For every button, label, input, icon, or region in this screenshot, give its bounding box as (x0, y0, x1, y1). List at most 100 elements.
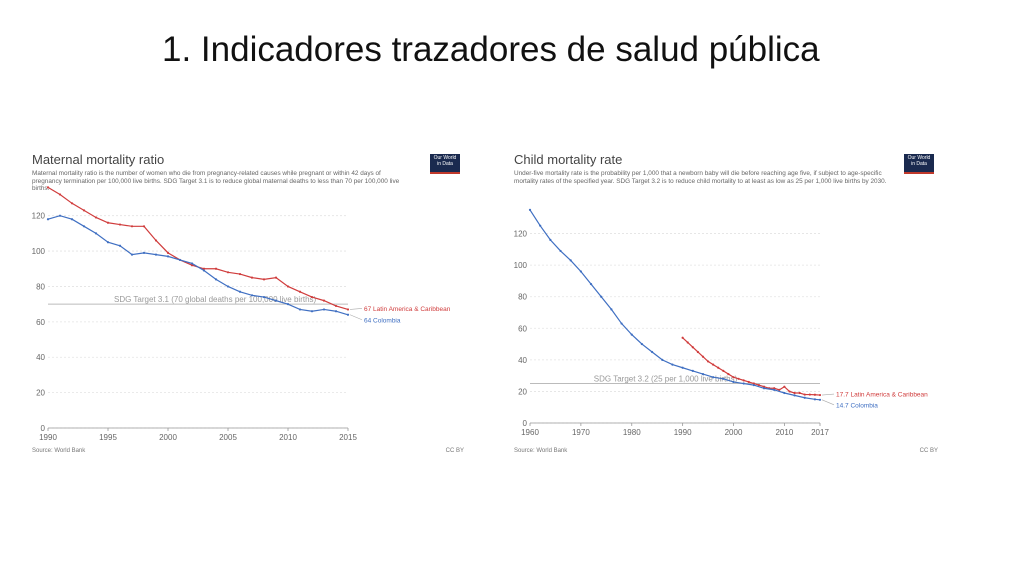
data-point (778, 388, 781, 391)
y-tick-label: 0 (41, 424, 46, 433)
data-point (640, 342, 644, 346)
data-point (130, 225, 134, 228)
data-point (250, 276, 254, 279)
data-point (142, 225, 146, 228)
y-tick-label: 100 (514, 261, 528, 270)
data-point (226, 285, 230, 288)
data-point (671, 363, 674, 366)
data-point (732, 380, 735, 384)
data-point (298, 308, 302, 311)
x-tick-label: 1995 (99, 433, 117, 442)
data-point (298, 290, 302, 293)
x-tick-label: 2017 (811, 428, 829, 437)
data-point (589, 282, 593, 286)
data-point (813, 393, 817, 396)
data-point (727, 372, 730, 376)
series-line-1 (529, 209, 821, 401)
y-tick-label: 120 (514, 230, 528, 239)
data-point (166, 255, 170, 258)
data-point (130, 253, 134, 256)
data-point (742, 382, 745, 385)
end-label-connector (349, 308, 363, 310)
data-point (706, 360, 710, 363)
data-point (214, 267, 218, 270)
data-point (737, 377, 740, 380)
x-tick-label: 2000 (725, 428, 743, 437)
data-point (82, 209, 86, 212)
sdg-target-label: SDG Target 3.2 (25 per 1,000 live births… (594, 375, 738, 384)
data-point (70, 218, 74, 221)
data-point (58, 214, 62, 217)
chart-subtitle: Maternal mortality ratio is the number o… (32, 170, 400, 193)
data-point (178, 258, 182, 262)
data-point (202, 267, 206, 270)
x-tick-label: 2000 (159, 433, 177, 442)
data-point (70, 202, 74, 205)
data-point (747, 380, 750, 384)
data-point (154, 253, 158, 256)
data-point (661, 358, 664, 361)
data-point (539, 224, 542, 227)
data-point (310, 310, 314, 313)
data-point (346, 313, 350, 316)
data-point (651, 350, 654, 354)
sdg-target-label: SDG Target 3.1 (70 global deaths per 100… (114, 295, 317, 304)
data-point (94, 216, 98, 219)
maternal-mortality-plot: 0 20 40 60 80 100 120 1990 1995 2000 2005 2010 2015 S… (32, 186, 451, 442)
data-point (722, 377, 725, 380)
data-point (818, 398, 822, 401)
x-tick-label: 1960 (521, 428, 539, 437)
data-point (549, 238, 552, 241)
data-point (346, 308, 350, 311)
y-tick-label: 80 (518, 293, 527, 302)
end-label-connector (821, 399, 835, 406)
x-tick-label: 2010 (279, 433, 297, 442)
y-tick-label: 60 (518, 324, 527, 333)
data-point (798, 391, 801, 395)
y-tick-label: 80 (36, 282, 45, 291)
data-point (701, 372, 705, 376)
data-point (569, 259, 572, 262)
y-tick-label: 40 (518, 356, 527, 365)
data-point (142, 251, 146, 254)
maternal-mortality-chart-panel: Maternal mortality ratio Maternal mortal… (28, 148, 468, 460)
data-point (762, 385, 766, 388)
end-label-connector (821, 393, 835, 396)
y-tick-label: 120 (32, 212, 46, 221)
series-end-label: 67 Latin America & Caribbean (364, 306, 451, 313)
y-tick-label: 100 (32, 247, 46, 256)
data-point (813, 398, 817, 401)
chart-license[interactable]: CC BY (445, 448, 464, 454)
data-point (322, 308, 326, 311)
data-point (742, 379, 745, 382)
child-mortality-chart-panel: Child mortality rate Under-five mortalit… (510, 148, 942, 460)
data-point (559, 249, 562, 253)
owid-logo-line-1: Our World (907, 155, 931, 161)
data-point (793, 394, 796, 397)
chart-license[interactable]: CC BY (919, 448, 938, 454)
data-point (579, 270, 582, 273)
data-point (783, 391, 786, 395)
data-point (783, 385, 786, 388)
data-point (717, 366, 720, 369)
y-tick-label: 20 (36, 389, 45, 398)
owid-logo[interactable]: Our World in Data (904, 154, 934, 174)
y-tick-label: 20 (518, 387, 527, 396)
data-point (762, 387, 766, 390)
owid-logo-line-2: in Data (437, 160, 453, 167)
data-point (701, 355, 705, 358)
x-tick-label: 2010 (775, 428, 793, 437)
data-point (752, 384, 755, 387)
data-point (773, 388, 776, 391)
data-point (82, 225, 86, 228)
data-point (818, 393, 822, 397)
chart-subtitle: Under-five mortality rate is the probabi… (514, 170, 887, 185)
data-point (94, 232, 98, 235)
y-tick-label: 40 (36, 353, 45, 362)
owid-logo[interactable]: Our World in Data (430, 154, 460, 174)
data-point (808, 393, 811, 396)
data-point (528, 208, 532, 211)
data-point (118, 244, 122, 247)
data-point (190, 264, 194, 267)
owid-logo-line-1: Our World (433, 155, 457, 161)
